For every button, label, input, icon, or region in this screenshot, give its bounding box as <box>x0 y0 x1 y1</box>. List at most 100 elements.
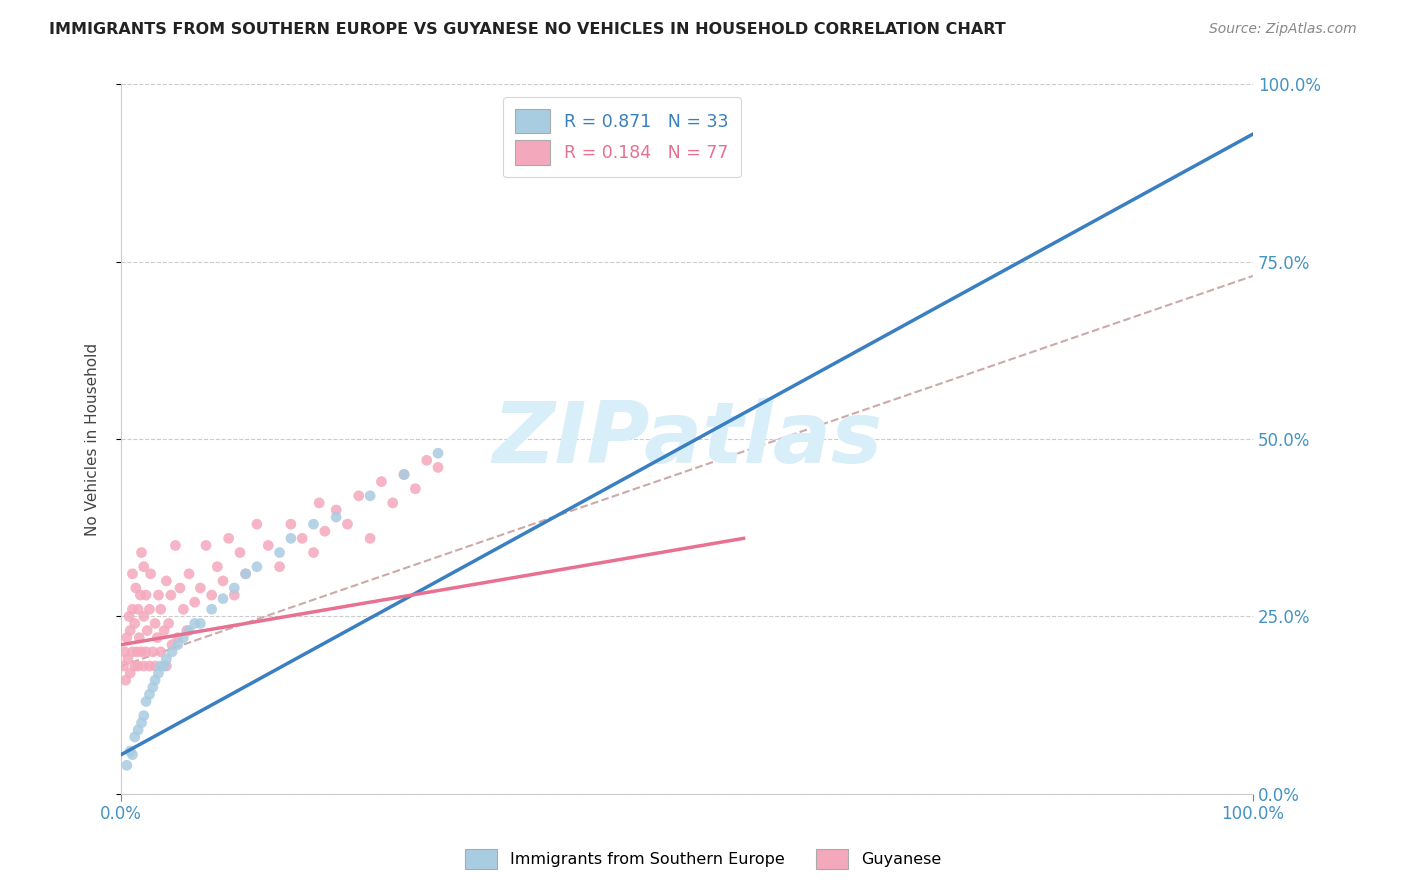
Point <box>146 631 169 645</box>
Point <box>224 588 246 602</box>
Point <box>229 545 252 559</box>
Point <box>325 510 347 524</box>
Point <box>172 631 194 645</box>
Point <box>427 460 450 475</box>
Point <box>172 602 194 616</box>
Point <box>124 616 146 631</box>
Point <box>142 645 165 659</box>
Point <box>381 496 404 510</box>
Point <box>139 566 162 581</box>
Point <box>325 503 347 517</box>
Point <box>359 489 381 503</box>
Point <box>124 730 146 744</box>
Point <box>143 659 166 673</box>
Point <box>120 744 142 758</box>
Point <box>165 538 187 552</box>
Point <box>269 545 291 559</box>
Point <box>336 517 359 532</box>
Point <box>142 681 165 695</box>
Y-axis label: No Vehicles in Household: No Vehicles in Household <box>86 343 100 535</box>
Point <box>121 602 143 616</box>
Point <box>415 453 437 467</box>
Point <box>177 566 200 581</box>
Point <box>166 631 188 645</box>
Point <box>212 574 235 588</box>
Point <box>129 588 152 602</box>
Point <box>195 538 218 552</box>
Point <box>212 591 235 606</box>
Point <box>114 645 136 659</box>
Point <box>117 652 139 666</box>
Point <box>138 602 160 616</box>
Point <box>120 666 142 681</box>
Point <box>138 687 160 701</box>
Point <box>169 581 191 595</box>
Point <box>112 659 135 673</box>
Point <box>188 581 211 595</box>
Point <box>143 673 166 688</box>
Point <box>118 609 141 624</box>
Point <box>153 624 176 638</box>
Point <box>359 532 381 546</box>
Point <box>392 467 415 482</box>
Point <box>280 532 302 546</box>
Point <box>149 659 172 673</box>
Point <box>224 581 246 595</box>
Point <box>131 645 153 659</box>
Point <box>125 645 148 659</box>
Point <box>347 489 370 503</box>
Point <box>127 723 149 737</box>
Point <box>392 467 415 482</box>
Point <box>155 659 177 673</box>
Point <box>148 666 170 681</box>
Point <box>160 645 183 659</box>
Point <box>135 645 157 659</box>
Point <box>115 758 138 772</box>
Point <box>124 659 146 673</box>
Point <box>138 659 160 673</box>
Point <box>218 532 240 546</box>
Text: Source: ZipAtlas.com: Source: ZipAtlas.com <box>1209 22 1357 37</box>
Point <box>235 566 257 581</box>
Point <box>121 645 143 659</box>
Text: IMMIGRANTS FROM SOUTHERN EUROPE VS GUYANESE NO VEHICLES IN HOUSEHOLD CORRELATION: IMMIGRANTS FROM SOUTHERN EUROPE VS GUYAN… <box>49 22 1005 37</box>
Point <box>177 624 200 638</box>
Point <box>280 517 302 532</box>
Point <box>114 673 136 688</box>
Legend: Immigrants from Southern Europe, Guyanese: Immigrants from Southern Europe, Guyanes… <box>458 843 948 875</box>
Point <box>201 588 224 602</box>
Point <box>155 652 177 666</box>
Point <box>183 616 205 631</box>
Point <box>314 524 336 539</box>
Point <box>404 482 426 496</box>
Point <box>166 638 188 652</box>
Point <box>291 532 314 546</box>
Point <box>127 659 149 673</box>
Point <box>302 517 325 532</box>
Point <box>183 595 205 609</box>
Point <box>427 446 450 460</box>
Point <box>160 638 183 652</box>
Point <box>125 581 148 595</box>
Point <box>302 545 325 559</box>
Point <box>132 708 155 723</box>
Point <box>127 602 149 616</box>
Legend: R = 0.871   N = 33, R = 0.184   N = 77: R = 0.871 N = 33, R = 0.184 N = 77 <box>503 96 741 177</box>
Point <box>120 624 142 638</box>
Point <box>155 574 177 588</box>
Point <box>201 602 224 616</box>
Point <box>131 545 153 559</box>
Point <box>132 609 155 624</box>
Point <box>131 715 153 730</box>
Point <box>235 566 257 581</box>
Point <box>370 475 392 489</box>
Text: ZIPatlas: ZIPatlas <box>492 398 882 481</box>
Point <box>257 538 280 552</box>
Point <box>188 616 211 631</box>
Point <box>148 588 170 602</box>
Point <box>160 588 183 602</box>
Point <box>149 602 172 616</box>
Point <box>149 645 172 659</box>
Point <box>308 496 330 510</box>
Point <box>121 747 143 762</box>
